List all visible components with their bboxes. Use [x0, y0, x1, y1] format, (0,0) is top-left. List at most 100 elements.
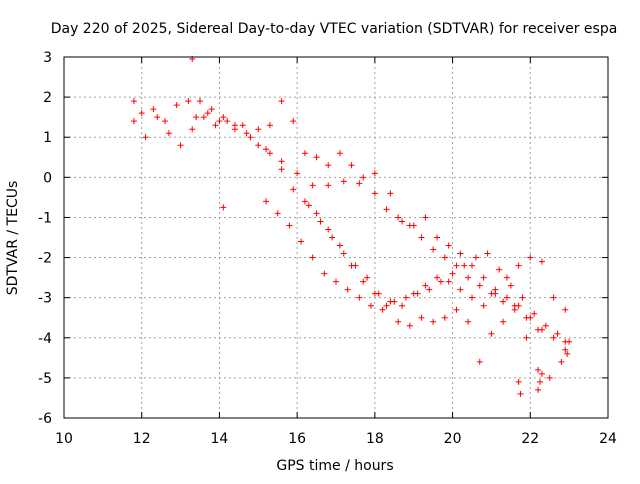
- data-point: [154, 114, 161, 121]
- data-point: [562, 306, 569, 313]
- data-point: [165, 130, 172, 137]
- data-point: [546, 374, 553, 381]
- data-point: [465, 318, 472, 325]
- data-point: [130, 98, 137, 105]
- data-point: [348, 162, 355, 169]
- series-track-D: [263, 198, 573, 345]
- data-point: [422, 282, 429, 289]
- data-point: [554, 330, 561, 337]
- data-point: [298, 238, 305, 245]
- data-point: [185, 98, 192, 105]
- data-point: [395, 214, 402, 221]
- data-point: [453, 262, 460, 269]
- x-tick-label: 14: [211, 431, 229, 447]
- data-point: [200, 114, 207, 121]
- data-point: [356, 294, 363, 301]
- x-tick-label: 20: [444, 431, 462, 447]
- data-point: [321, 270, 328, 277]
- y-tick-label: -1: [38, 210, 52, 226]
- data-point: [461, 262, 468, 269]
- data-point: [243, 130, 250, 137]
- data-point: [325, 226, 332, 233]
- data-point: [457, 250, 464, 257]
- data-point: [500, 298, 507, 305]
- data-point: [387, 298, 394, 305]
- plot-frame: [63, 56, 609, 419]
- data-point: [503, 274, 510, 281]
- data-point: [247, 134, 254, 141]
- y-tick-label: -4: [38, 331, 52, 347]
- data-point: [263, 146, 270, 153]
- data-point: [537, 378, 543, 385]
- x-tick-label: 16: [288, 431, 306, 447]
- data-point: [360, 174, 367, 181]
- y-tick-label: -3: [38, 291, 52, 307]
- data-point: [472, 254, 479, 261]
- data-point: [500, 318, 507, 325]
- y-tick-label: -6: [38, 411, 52, 427]
- data-point: [449, 270, 456, 277]
- y-tick-label: -2: [38, 251, 52, 267]
- series-track-A: [130, 98, 569, 353]
- data-point: [305, 202, 312, 209]
- chart-title: Day 220 of 2025, Sidereal Day-to-day VTE…: [51, 21, 618, 37]
- data-point: [410, 290, 417, 297]
- data-point: [142, 134, 149, 141]
- data-point: [399, 218, 406, 225]
- data-point: [138, 110, 145, 117]
- data-point: [239, 122, 246, 129]
- series-track-B: [130, 98, 542, 333]
- x-tick-label: 18: [366, 431, 384, 447]
- data-point: [356, 180, 363, 187]
- data-point: [150, 106, 157, 113]
- data-point: [511, 302, 518, 309]
- data-point: [437, 278, 444, 285]
- data-point: [558, 358, 565, 365]
- data-point: [313, 154, 320, 161]
- data-point: [336, 242, 343, 249]
- data-point: [517, 390, 524, 397]
- data-point: [441, 314, 448, 321]
- data-point: [399, 302, 406, 309]
- data-point: [562, 346, 569, 353]
- data-point: [469, 262, 475, 269]
- data-point: [274, 210, 281, 217]
- data-point: [531, 310, 538, 317]
- data-point: [313, 210, 320, 217]
- data-point: [441, 254, 448, 261]
- data-point: [418, 234, 425, 241]
- data-point: [336, 150, 343, 157]
- data-point: [371, 190, 378, 197]
- data-point: [445, 278, 452, 285]
- y-tick-label: 1: [43, 130, 52, 146]
- data-point: [197, 98, 203, 105]
- data-point: [519, 294, 526, 301]
- data-point: [434, 274, 441, 281]
- data-point: [340, 250, 347, 257]
- data-point: [255, 126, 262, 133]
- data-point: [301, 198, 308, 205]
- data-point: [294, 170, 301, 177]
- data-point: [535, 326, 542, 333]
- data-point: [562, 338, 569, 345]
- data-point: [212, 122, 219, 129]
- data-point: [395, 318, 402, 325]
- data-point: [492, 290, 499, 297]
- data-point: [220, 114, 227, 121]
- data-point: [263, 198, 270, 205]
- x-tick-label: 12: [133, 431, 151, 447]
- series-track-C: [197, 98, 565, 381]
- y-tick-label: 0: [43, 170, 52, 186]
- data-point: [325, 182, 332, 189]
- x-tick-label: 22: [521, 431, 539, 447]
- data-point: [426, 286, 433, 293]
- data-point: [515, 262, 522, 269]
- data-point: [329, 234, 336, 241]
- data-point: [457, 286, 464, 293]
- data-point: [266, 122, 273, 129]
- data-point: [542, 322, 549, 329]
- grid: [64, 57, 608, 418]
- data-point: [286, 222, 293, 229]
